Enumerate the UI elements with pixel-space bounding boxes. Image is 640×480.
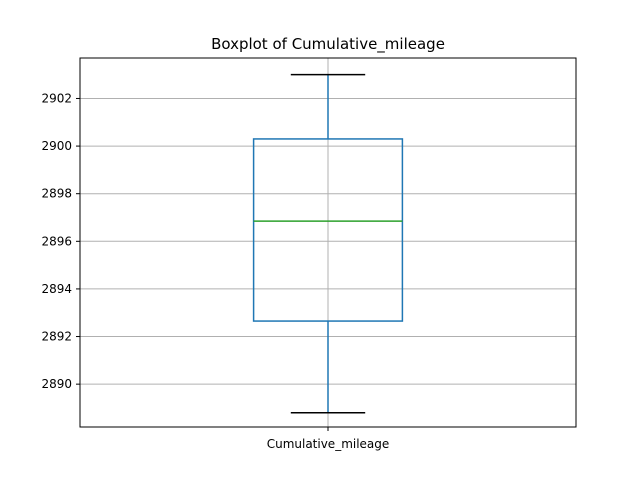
iqr-box bbox=[252, 138, 404, 322]
y-tick-label: 2890 bbox=[41, 377, 72, 391]
y-tick-label: 2892 bbox=[41, 330, 72, 344]
y-axis: 2890 2892 2894 2896 2898 2900 2902 bbox=[41, 91, 80, 391]
y-tick-label: 2898 bbox=[41, 187, 72, 201]
box-plot-group bbox=[252, 73, 404, 414]
y-tick-label: 2900 bbox=[41, 139, 72, 153]
y-tick-label: 2896 bbox=[41, 234, 72, 248]
y-tick-label: 2894 bbox=[41, 282, 72, 296]
grid-lines bbox=[80, 58, 576, 427]
y-tick-label: 2902 bbox=[41, 91, 72, 105]
chart-title: Boxplot of Cumulative_mileage bbox=[211, 35, 445, 54]
x-tick-label: Cumulative_mileage bbox=[267, 437, 390, 451]
x-axis: Cumulative_mileage bbox=[267, 427, 390, 451]
